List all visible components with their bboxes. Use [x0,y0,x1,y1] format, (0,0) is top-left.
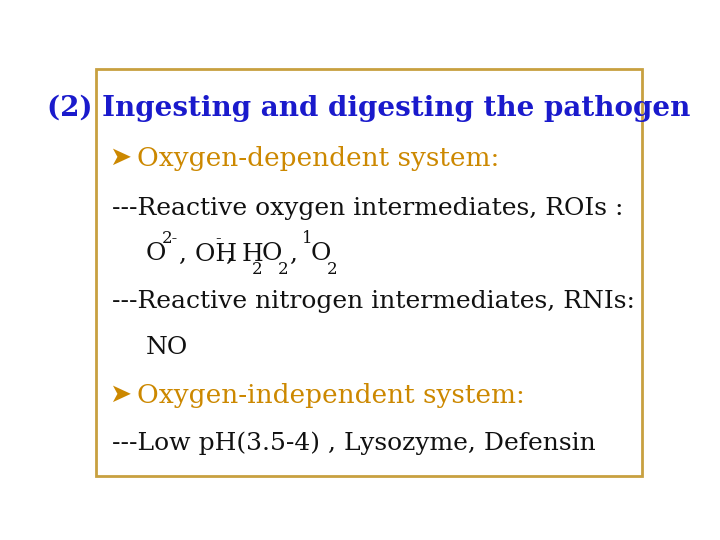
Text: ---Low pH(3.5-4) , Lysozyme, Defensin: ---Low pH(3.5-4) , Lysozyme, Defensin [112,431,596,455]
Text: NO: NO [145,336,188,359]
Text: ➤: ➤ [109,382,132,408]
Text: ---Reactive nitrogen intermediates, RNIs:: ---Reactive nitrogen intermediates, RNIs… [112,291,635,313]
Text: , H: , H [225,242,264,266]
Text: Oxygen-independent system:: Oxygen-independent system: [138,383,526,408]
Text: 1: 1 [302,230,312,247]
Text: O: O [262,242,282,266]
Text: O: O [311,242,331,266]
Text: 2-: 2- [161,230,178,247]
Text: ➤: ➤ [109,145,132,171]
Text: , OH: , OH [179,242,238,266]
Text: 2: 2 [277,261,288,278]
Text: -: - [215,230,221,247]
Text: Oxygen-dependent system:: Oxygen-dependent system: [138,146,500,171]
Text: O: O [145,242,166,266]
Text: ,: , [289,242,306,266]
Text: (2) Ingesting and digesting the pathogen: (2) Ingesting and digesting the pathogen [48,95,690,122]
Text: 2: 2 [252,261,263,278]
Text: ---Reactive oxygen intermediates, ROIs :: ---Reactive oxygen intermediates, ROIs : [112,197,624,220]
Text: 2: 2 [327,261,337,278]
